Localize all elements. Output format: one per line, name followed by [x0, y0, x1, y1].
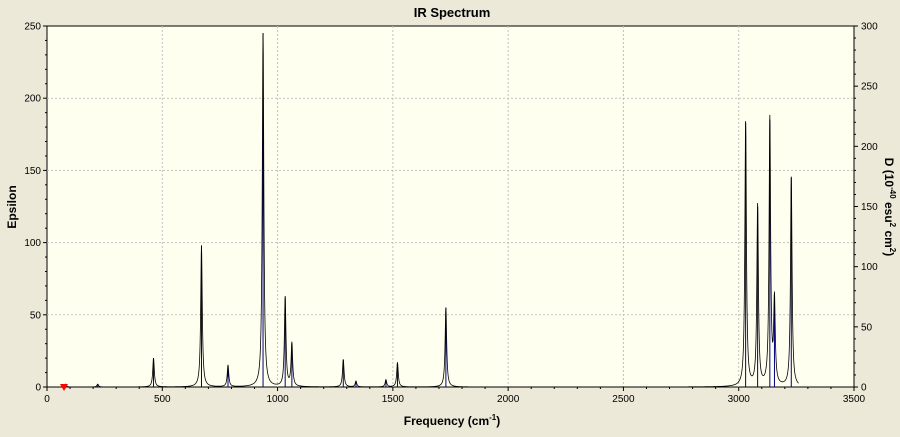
x-axis-label-main: Frequency (cm	[404, 414, 489, 428]
y2-tick-label: 200	[861, 142, 878, 153]
y2-axis-label: D (10-40 esu2 cm2)	[882, 158, 897, 257]
y2-tick-label: 250	[861, 82, 878, 93]
y-tick-label: 100	[24, 238, 41, 249]
x-tick-label: 500	[154, 394, 171, 405]
y2-tick-label: 50	[861, 322, 873, 333]
plot-area	[46, 25, 855, 388]
y2-label-part-1: -40	[888, 187, 897, 199]
y2-tick-label: 300	[861, 22, 878, 33]
x-tick-label: 1500	[382, 394, 405, 405]
chart-title: IR Spectrum	[414, 5, 491, 20]
y2-axis-ticks: 0 50 100 150 200 250 300	[854, 22, 878, 394]
y2-tick-label: 100	[861, 262, 878, 273]
stick-layer	[64, 33, 792, 387]
x-tick-label: 2000	[497, 394, 520, 405]
x-axis-label: Frequency (cm-1)	[404, 413, 500, 428]
y2-tick-label: 0	[861, 383, 867, 394]
x-tick-label: 0	[44, 394, 50, 405]
y2-label-part-0: D (10	[882, 158, 896, 188]
y2-label-part-6: )	[882, 252, 896, 256]
grid-layer	[47, 26, 854, 387]
y2-label-part-4: cm	[882, 227, 896, 248]
y-tick-label: 0	[35, 383, 41, 394]
x-axis-label-end: )	[496, 414, 500, 428]
y2-label-part-5: 2	[888, 248, 897, 253]
x-tick-label: 3500	[843, 394, 866, 405]
y-tick-label: 200	[24, 94, 41, 105]
red-marker-icon[interactable]	[60, 384, 68, 391]
y-tick-label: 50	[30, 310, 42, 321]
x-tick-label: 2500	[612, 394, 635, 405]
y-tick-label: 250	[24, 22, 41, 33]
y-axis-ticks: 0 50 100 150 200 250	[24, 22, 47, 394]
y2-label-part-2: esu	[882, 199, 896, 223]
spectrum-curve	[53, 32, 799, 388]
y-axis-label: Epsilon	[5, 185, 19, 228]
y2-tick-label: 150	[861, 202, 878, 213]
x-tick-label: 1000	[266, 394, 289, 405]
x-tick-label: 3000	[728, 394, 751, 405]
y-tick-label: 150	[24, 166, 41, 177]
y2-label-part-3: 2	[888, 223, 897, 228]
x-axis-label-sup: -1	[489, 413, 497, 422]
curve-layer	[53, 32, 799, 388]
x-axis-ticks: 0 500 1000 1500 2000 2500 3000 3500	[44, 387, 866, 405]
